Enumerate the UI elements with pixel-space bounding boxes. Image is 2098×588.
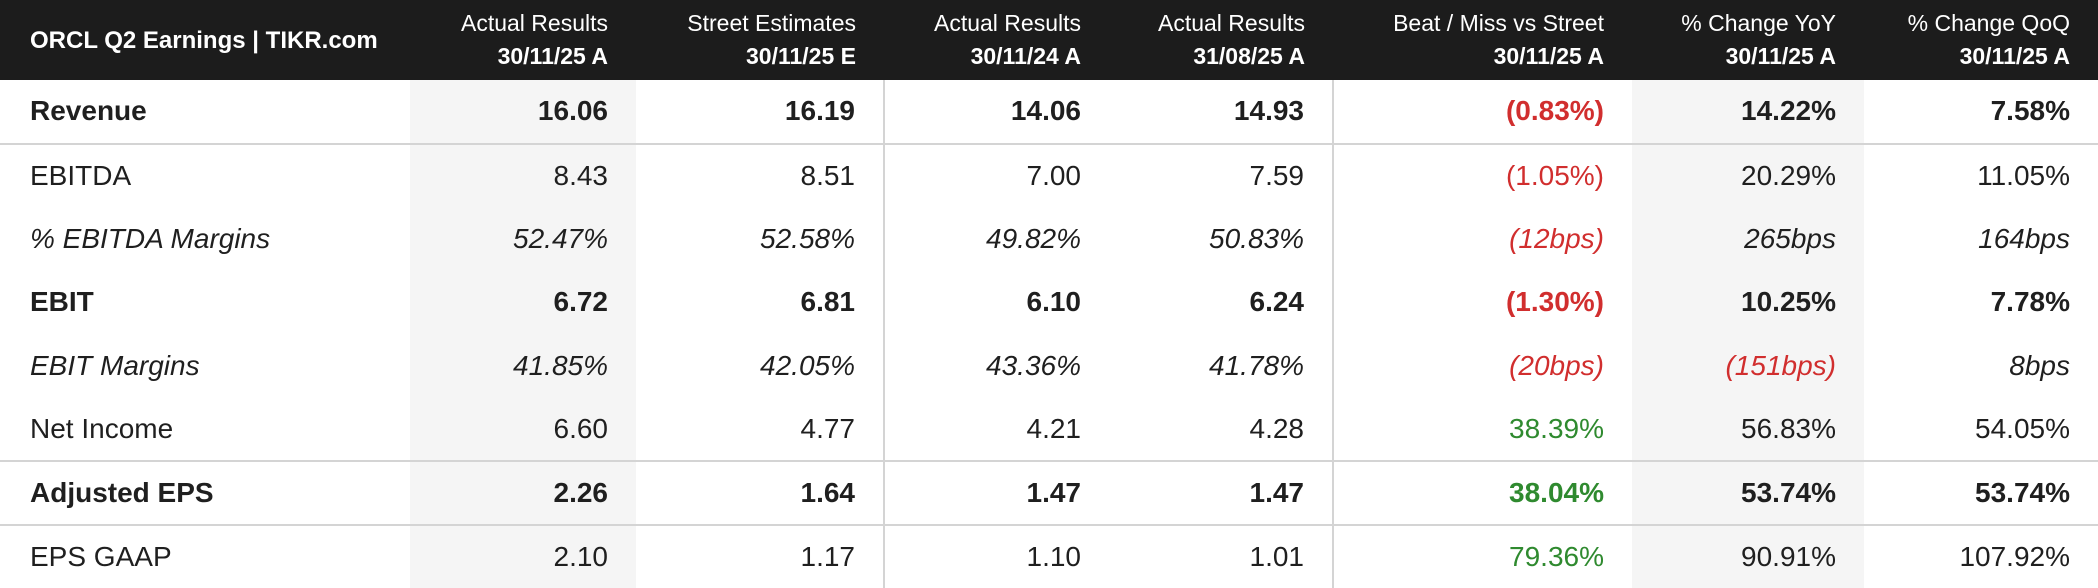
table-row-adjusted-eps: Adjusted EPS 2.26 1.64 1.47 1.47 38.04% …: [0, 460, 2098, 525]
table-row-ebitda: EBITDA 8.43 8.51 7.00 7.59 (1.05%) 20.29…: [0, 142, 2098, 207]
column-date: 30/11/25 E: [746, 43, 856, 69]
cell-prior-year: 14.06: [883, 80, 1109, 144]
cell-estimate: 8.51: [636, 142, 884, 207]
table-body: Revenue 16.06 16.19 14.06 14.93 (0.83%) …: [0, 80, 2098, 588]
row-label: EBIT Margins: [30, 349, 200, 381]
column-date: 30/11/25 A: [1959, 43, 2070, 69]
column-label: % Change YoY: [1681, 10, 1836, 36]
cell-prior-quarter: 4.28: [1249, 412, 1305, 444]
cell-yoy: 20.29%: [1632, 142, 1864, 207]
cell-prior-year: 1.47: [883, 460, 1109, 525]
column-date: 31/08/25 A: [1193, 43, 1305, 69]
cell-qoq: 7.58%: [1990, 95, 2070, 127]
cell-qoq: 53.74%: [1864, 460, 2098, 525]
cell-qoq: 8bps: [2009, 349, 2070, 381]
cell-qoq: 107.92%: [1864, 523, 2098, 588]
cell-qoq: 54.05%: [1975, 412, 2070, 444]
cell-prior-quarter: 6.24: [1249, 286, 1305, 318]
cell-estimate: 4.77: [800, 412, 856, 444]
cell-qoq: 164bps: [1978, 222, 2070, 254]
row-label: EBITDA: [0, 142, 410, 207]
cell-beat-miss: (1.05%): [1332, 142, 1632, 207]
cell-actual: 6.60: [410, 397, 636, 461]
table-row-ebitda-margins: % EBITDA Margins 52.47% 52.58% 49.82% 50…: [0, 207, 2098, 271]
cell-beat-miss: 38.39%: [1332, 397, 1632, 461]
column-header: Street Estimates 30/11/25 E: [636, 0, 884, 80]
cell-beat-miss: 79.36%: [1332, 523, 1632, 588]
row-label: Revenue: [30, 95, 147, 127]
column-header: Beat / Miss vs Street 30/11/25 A: [1333, 0, 1632, 80]
cell-estimate: 42.05%: [760, 349, 855, 381]
column-label: Actual Results: [1157, 10, 1305, 36]
row-label: Adjusted EPS: [0, 460, 410, 525]
table-title: ORCL Q2 Earnings | TIKR.com: [30, 26, 378, 54]
header-row: ORCL Q2 Earnings | TIKR.com Actual Resul…: [0, 0, 2098, 80]
cell-prior-quarter: 41.78%: [1209, 349, 1304, 381]
column-header: % Change YoY 30/11/25 A: [1632, 0, 1864, 80]
cell-prior-year: 7.00: [883, 142, 1109, 207]
cell-yoy: 10.25%: [1632, 270, 1864, 334]
cell-yoy: 265bps: [1632, 207, 1864, 271]
column-header: % Change QoQ 30/11/25 A: [1864, 0, 2098, 80]
cell-prior-year: 1.10: [883, 523, 1109, 588]
row-label: % EBITDA Margins: [30, 222, 271, 254]
cell-actual: 8.43: [410, 142, 636, 207]
cell-prior-quarter: 14.93: [1233, 95, 1304, 127]
table-row-ebit: EBIT 6.72 6.81 6.10 6.24 (1.30%) 10.25% …: [0, 270, 2098, 334]
cell-beat-miss: (12bps): [1332, 207, 1632, 271]
cell-actual: 6.72: [410, 270, 636, 334]
cell-estimate: 52.58%: [760, 222, 855, 254]
cell-beat-miss: 38.04%: [1332, 460, 1632, 525]
table-row-ebit-margins: EBIT Margins 41.85% 42.05% 43.36% 41.78%…: [0, 334, 2098, 398]
cell-prior-quarter: 50.83%: [1209, 222, 1304, 254]
cell-yoy: 53.74%: [1632, 460, 1864, 525]
column-date: 30/11/25 A: [1493, 43, 1604, 69]
cell-prior-quarter: 1.47: [1109, 460, 1333, 525]
cell-prior-year: 49.82%: [883, 207, 1109, 271]
column-header: Actual Results 31/08/25 A: [1109, 0, 1333, 80]
cell-prior-year: 4.21: [883, 397, 1109, 461]
row-label: Net Income: [30, 412, 174, 444]
column-label: Beat / Miss vs Street: [1393, 10, 1604, 36]
cell-actual: 52.47%: [410, 207, 636, 271]
cell-beat-miss: (1.30%): [1332, 270, 1632, 334]
cell-yoy: 56.83%: [1632, 397, 1864, 461]
cell-prior-quarter: 7.59: [1109, 142, 1333, 207]
column-label: % Change QoQ: [1907, 10, 2070, 36]
column-date: 30/11/25 A: [1725, 43, 1836, 69]
cell-actual: 2.10: [410, 523, 636, 588]
table-row-revenue: Revenue 16.06 16.19 14.06 14.93 (0.83%) …: [0, 80, 2098, 144]
cell-estimate: 16.19: [784, 95, 855, 127]
cell-beat-miss: (20bps): [1332, 334, 1632, 398]
row-label: EBIT: [30, 286, 94, 318]
cell-actual: 2.26: [410, 460, 636, 525]
column-header: Actual Results 30/11/25 A: [410, 0, 636, 80]
cell-yoy: 14.22%: [1632, 80, 1864, 144]
column-date: 30/11/25 A: [497, 43, 608, 69]
cell-estimate: 6.81: [800, 286, 856, 318]
cell-estimate: 1.17: [636, 523, 884, 588]
cell-yoy: (151bps): [1632, 334, 1864, 398]
cell-actual: 41.85%: [410, 334, 636, 398]
cell-beat-miss: (0.83%): [1332, 80, 1632, 144]
table-row-eps-gaap: EPS GAAP 2.10 1.17 1.10 1.01 79.36% 90.9…: [0, 523, 2098, 588]
cell-prior-year: 43.36%: [883, 334, 1109, 398]
table-row-net-income: Net Income 6.60 4.77 4.21 4.28 38.39% 56…: [0, 397, 2098, 461]
column-date: 30/11/24 A: [970, 43, 1081, 69]
cell-yoy: 90.91%: [1632, 523, 1864, 588]
cell-estimate: 1.64: [636, 460, 884, 525]
cell-qoq: 7.78%: [1990, 286, 2070, 318]
table-header: ORCL Q2 Earnings | TIKR.com Actual Resul…: [0, 0, 2098, 80]
row-label: EPS GAAP: [0, 523, 410, 588]
column-header: Actual Results 30/11/24 A: [884, 0, 1109, 80]
cell-actual: 16.06: [410, 80, 636, 144]
column-label: Street Estimates: [687, 10, 856, 36]
cell-prior-quarter: 1.01: [1109, 523, 1333, 588]
cell-prior-year: 6.10: [883, 270, 1109, 334]
column-label: Actual Results: [460, 10, 608, 36]
column-label: Actual Results: [933, 10, 1081, 36]
cell-qoq: 11.05%: [1864, 142, 2098, 207]
